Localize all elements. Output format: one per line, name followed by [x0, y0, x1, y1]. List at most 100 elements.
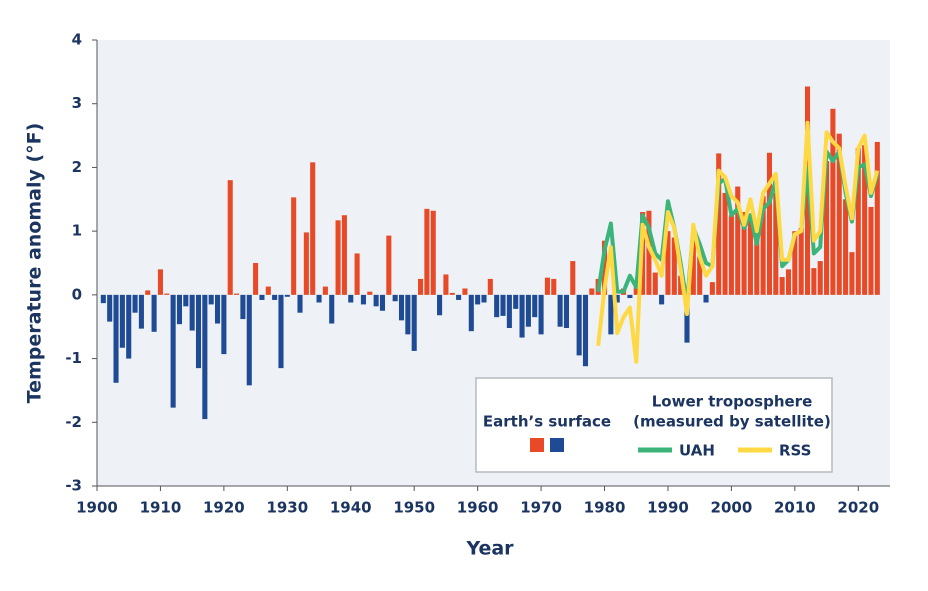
bar	[551, 278, 557, 295]
bar	[608, 294, 614, 335]
bar	[272, 294, 278, 300]
bar	[494, 294, 500, 318]
bar	[246, 294, 252, 386]
bar	[183, 294, 189, 307]
bar	[195, 294, 202, 369]
bar	[278, 294, 284, 369]
x-tick-label: 2000	[711, 499, 753, 517]
bar	[138, 294, 144, 329]
bar	[792, 231, 798, 295]
bar	[678, 275, 684, 295]
bar	[773, 192, 779, 295]
legend-box	[475, 377, 833, 473]
bar	[456, 294, 462, 300]
bar	[760, 196, 766, 295]
bar	[601, 240, 608, 295]
bar	[132, 294, 138, 313]
line	[596, 120, 880, 364]
y-tick-label: -2	[65, 413, 82, 431]
bar	[633, 287, 639, 295]
bar	[563, 294, 569, 328]
bar	[126, 294, 132, 359]
bar	[525, 294, 531, 327]
bar	[234, 293, 240, 295]
x-tick-label: 1920	[203, 499, 245, 517]
x-tick-label: 1960	[457, 499, 499, 517]
bar	[265, 286, 271, 295]
y-tick-label: 3	[72, 94, 82, 112]
bar	[557, 294, 563, 327]
bar	[830, 108, 836, 295]
bar	[874, 141, 880, 295]
y-tick-label: 1	[72, 222, 82, 240]
bar	[589, 288, 595, 295]
bar	[544, 277, 550, 295]
bar	[506, 294, 512, 328]
legend-label: UAH	[679, 442, 715, 460]
bar	[487, 278, 493, 295]
bar	[646, 210, 652, 295]
bar	[100, 294, 106, 304]
bar	[386, 235, 392, 295]
bar	[310, 162, 316, 295]
bar	[443, 274, 449, 295]
bar	[329, 294, 335, 324]
bar	[418, 278, 424, 295]
x-tick-label: 2010	[774, 499, 816, 517]
bar	[411, 294, 417, 351]
bar	[424, 208, 430, 295]
bar	[297, 294, 303, 313]
bar	[468, 294, 474, 332]
bar	[176, 294, 183, 325]
bar	[189, 294, 195, 331]
bar	[703, 294, 709, 303]
x-axis-title: Year	[465, 538, 514, 560]
bar	[659, 294, 665, 305]
bar	[437, 294, 443, 316]
bar	[462, 288, 468, 295]
y-axis-title: Temperature anomaly (°F)	[24, 123, 46, 404]
bar	[392, 294, 398, 302]
x-tick-label: 2020	[837, 499, 879, 517]
y-tick-label: 2	[72, 158, 82, 176]
y-tick-label: -3	[65, 477, 82, 495]
bar	[107, 294, 113, 322]
bar	[227, 180, 233, 295]
x-tick-label: 1980	[584, 499, 626, 517]
legend-label: Earth’s surface	[483, 413, 611, 431]
bar	[284, 294, 290, 297]
legend-title: (measured by satellite)	[633, 413, 831, 431]
bar	[430, 210, 436, 295]
x-tick-label: 1940	[330, 499, 372, 517]
bar	[367, 291, 373, 295]
bar	[335, 220, 341, 295]
bar	[322, 286, 328, 295]
x-tick-label: 1950	[393, 499, 435, 517]
bar	[303, 232, 309, 295]
bar	[500, 294, 506, 316]
x-tick-label: 1900	[76, 499, 118, 517]
bar	[449, 292, 455, 295]
legend-title: Lower troposphere	[652, 393, 813, 411]
bar	[253, 263, 259, 295]
bar	[722, 192, 728, 295]
y-tick-label: 4	[72, 31, 82, 49]
bar	[341, 215, 347, 295]
bar	[716, 153, 722, 295]
x-tick-label: 1930	[266, 499, 308, 517]
bar	[316, 294, 322, 303]
bar	[824, 161, 830, 295]
bar	[728, 215, 734, 295]
bar	[259, 294, 265, 300]
legend-label: RSS	[779, 442, 811, 460]
bar	[665, 231, 671, 295]
bar	[538, 294, 544, 335]
bar	[747, 215, 753, 295]
bar	[836, 133, 842, 295]
bar	[766, 152, 773, 295]
bar	[652, 272, 658, 295]
bar	[240, 294, 246, 320]
bar	[754, 237, 760, 295]
